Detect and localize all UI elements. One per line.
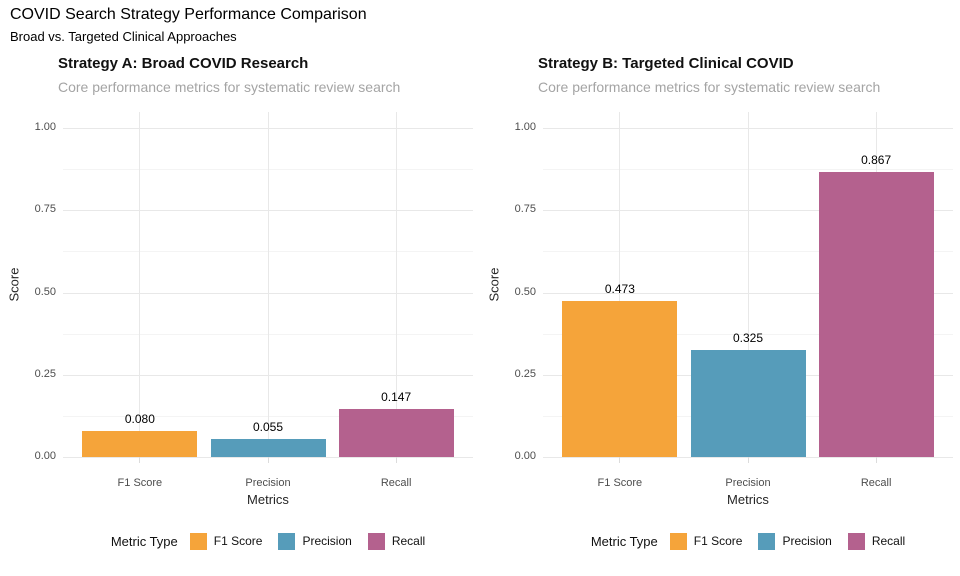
bar-value-label-f1-score: 0.473	[604, 282, 635, 297]
legend-swatch-recall	[367, 532, 385, 550]
panel-strategy-b: Strategy B: Targeted Clinical COVID Core…	[480, 0, 960, 576]
plot-area: 0.080 0.055 0.147	[63, 112, 473, 458]
x-tick-label: F1 Score	[597, 477, 643, 489]
legend-label-f1-score: F1 Score	[693, 534, 743, 548]
legend-item-recall: Recall	[847, 532, 906, 550]
legend-label-recall: Recall	[391, 534, 426, 548]
x-tick-mark	[139, 457, 141, 463]
bar-f1-score	[82, 430, 198, 457]
y-tick-label: 0.75	[34, 203, 56, 216]
x-axis-title: Metrics	[727, 492, 769, 507]
gridline-x	[619, 112, 621, 457]
legend-item-recall: Recall	[367, 532, 426, 550]
legend-label-f1-score: F1 Score	[213, 534, 263, 548]
x-tick-mark	[875, 457, 877, 463]
bar-value-label-precision: 0.325	[732, 331, 764, 346]
x-tick-label: Precision	[725, 477, 771, 489]
legend-item-precision: Precision	[278, 532, 352, 550]
y-tick-label: 1.00	[514, 121, 536, 133]
panel-strategy-a: Strategy A: Broad COVID Research Core pe…	[7, 55, 473, 552]
legend-label-precision: Precision	[302, 534, 352, 548]
main-subtitle: Broad vs. Targeted Clinical Approaches	[10, 29, 237, 44]
y-tick-label: 0.25	[514, 367, 536, 380]
legend-item-precision: Precision	[758, 532, 832, 550]
x-tick-label: F1 Score	[117, 477, 163, 489]
bar-precision	[690, 350, 806, 457]
legend-swatch-f1-score	[669, 532, 687, 550]
y-tick-label: 1.00	[34, 121, 56, 133]
bar-value-label-recall: 0.867	[861, 152, 892, 167]
x-tick-label: Precision	[245, 477, 291, 489]
gridline-x	[395, 112, 397, 457]
legend-swatch-precision	[278, 532, 296, 550]
y-tick-label: 0.00	[514, 450, 536, 462]
legend: Metric Type F1 Score Precision Recall	[63, 530, 473, 552]
y-tick-label: 0.75	[514, 203, 536, 216]
gridline-x	[139, 112, 141, 457]
x-tick-label: Recall	[860, 477, 892, 489]
legend-swatch-f1-score	[189, 532, 207, 550]
legend-item-f1-score: F1 Score	[669, 532, 743, 550]
legend: Metric Type F1 Score Precision Recall	[543, 530, 953, 552]
x-tick-mark	[619, 457, 621, 463]
legend-item-f1-score: F1 Score	[189, 532, 263, 550]
legend-swatch-recall	[847, 532, 865, 550]
bar-value-label-precision: 0.055	[252, 419, 284, 434]
chart-title-strategy-b: Strategy B: Targeted Clinical COVID	[538, 55, 794, 72]
plot-area: 0.473 0.325 0.867	[543, 112, 953, 458]
legend-title: Metric Type	[590, 533, 658, 549]
main-title: COVID Search Strategy Performance Compar…	[10, 6, 367, 23]
bar-f1-score	[562, 301, 678, 457]
y-tick-label: 0.25	[34, 367, 56, 380]
gridline-x	[267, 112, 269, 457]
legend-title: Metric Type	[110, 533, 178, 549]
bar-precision	[210, 438, 326, 457]
legend-label-recall: Recall	[871, 534, 906, 548]
y-tick-label: 0.50	[514, 285, 536, 298]
legend-label-precision: Precision	[782, 534, 832, 548]
x-tick-mark	[747, 457, 749, 463]
chart-title-strategy-a: Strategy A: Broad COVID Research	[58, 55, 309, 72]
x-tick-mark	[395, 457, 397, 463]
gridline-x	[747, 112, 749, 457]
bar-recall	[338, 408, 454, 457]
y-tick-label: 0.50	[34, 285, 56, 298]
bar-value-label-f1-score: 0.080	[124, 411, 155, 426]
y-tick-label: 0.00	[34, 450, 56, 462]
x-tick-label: Recall	[380, 477, 412, 489]
legend-swatch-precision	[758, 532, 776, 550]
chart-subtitle-strategy-b: Core performance metrics for systematic …	[538, 79, 881, 95]
x-axis-title: Metrics	[247, 492, 289, 507]
x-tick-mark	[267, 457, 269, 463]
bar-value-label-recall: 0.147	[381, 389, 412, 404]
chart-subtitle-strategy-a: Core performance metrics for systematic …	[58, 79, 401, 95]
bar-recall	[818, 171, 934, 457]
